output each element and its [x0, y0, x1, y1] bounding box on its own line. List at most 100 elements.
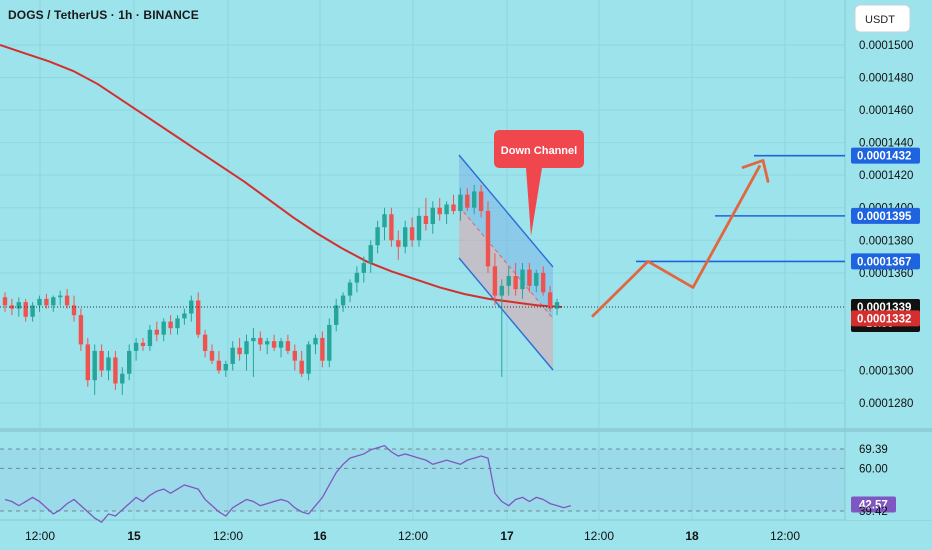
candle-bear	[513, 276, 518, 290]
candle-bear	[154, 329, 159, 335]
candle-bull	[340, 295, 346, 306]
price-tick-label: 0.0001460	[859, 105, 913, 117]
time-tick-label: 16	[313, 529, 327, 543]
candle-bear	[465, 194, 470, 208]
rsi-value-label: 42.57	[859, 499, 888, 511]
candle-bear	[485, 210, 491, 267]
price-tick-label: 0.0001360	[859, 268, 913, 280]
rsi-tick-label: 60.00	[859, 463, 888, 475]
candle-bull	[313, 337, 318, 345]
candle-bull	[175, 318, 180, 329]
candle-bear	[299, 360, 304, 374]
candle-bull	[182, 313, 187, 319]
price-tag-label: 0.0001395	[857, 211, 912, 223]
candle-bear	[113, 357, 118, 384]
candle-bear	[492, 266, 498, 296]
candle-bull	[58, 295, 63, 298]
price-tick-label: 0.0001380	[859, 235, 913, 247]
candle-bear	[9, 305, 15, 309]
projection-arrowhead	[741, 159, 770, 183]
candle-bear	[320, 337, 325, 361]
candle-bear	[78, 315, 84, 345]
candle-bull	[189, 300, 194, 314]
time-tick-label: 12:00	[398, 529, 428, 543]
candle-bull	[278, 341, 284, 348]
candle-bear	[451, 204, 456, 211]
candle-bear	[23, 302, 28, 317]
candle-bull	[347, 282, 353, 296]
candle-bear	[285, 341, 291, 351]
candle-bear	[2, 297, 8, 306]
channel-upper-line	[458, 154, 554, 268]
price-tick-label: 0.0001440	[859, 138, 913, 150]
annotation-label: Down Channel	[501, 145, 577, 157]
time-tick-label: 12:00	[25, 529, 55, 543]
candle-bull	[265, 341, 270, 345]
price-tag	[851, 310, 920, 327]
candle-bear	[541, 272, 546, 293]
time-tick-label: 12:00	[584, 529, 614, 543]
price-tag	[851, 207, 920, 224]
chart-title: DOGS / TetherUS · 1h · BINANCE	[8, 8, 199, 22]
pane-separator	[0, 428, 932, 432]
candle-bull	[499, 285, 504, 296]
rsi-line	[4, 444, 571, 524]
rsi-tick-label: 39.42	[859, 506, 888, 518]
candle-bull	[30, 305, 35, 317]
price-axis: USDT 0.0001500 0.0001480 0.0001460 0.0001440…	[846, 0, 932, 428]
candle-bull	[106, 357, 111, 371]
candle-bear	[99, 350, 104, 371]
price-tag-label: 0.0001332	[857, 313, 911, 325]
candle-bull	[327, 324, 332, 361]
moving-average-line	[0, 44, 563, 308]
candle-bull	[37, 298, 42, 306]
candle-bull	[306, 344, 311, 374]
candle-bear	[396, 240, 401, 247]
candle-bull	[520, 269, 525, 290]
candle-bear	[168, 321, 173, 329]
candle-bull	[334, 305, 339, 325]
time-tick-label: 15	[127, 529, 141, 543]
candle-bull	[354, 272, 360, 283]
candle-bull	[223, 363, 228, 371]
candle-bear	[44, 298, 49, 306]
price-tag	[851, 147, 920, 164]
candle-bull	[458, 194, 463, 211]
candle-bull	[430, 207, 435, 224]
time-tick-label: 12:00	[213, 529, 243, 543]
candle-bear	[237, 347, 242, 355]
price-tick-label: 0.0001420	[859, 170, 913, 182]
candle-bull	[534, 272, 539, 286]
candle-bull	[244, 341, 249, 355]
time-tick-label: 18	[685, 529, 699, 543]
candle-bear	[423, 215, 429, 224]
candle-bear	[202, 334, 208, 351]
time-tick-label: 12:00	[770, 529, 800, 543]
candle-bear	[292, 350, 297, 361]
candle-bear	[71, 305, 77, 316]
candle-bull	[16, 302, 21, 309]
candle-bull	[230, 347, 235, 364]
channel-lower-fill	[459, 206, 553, 370]
candle-bear	[478, 191, 484, 211]
projection-path	[591, 164, 762, 318]
rsi-tick-label: 69.39	[859, 444, 888, 456]
candle-bear	[389, 214, 394, 241]
candle-bull	[375, 227, 380, 246]
price-tick-label: 0.0001500	[859, 40, 913, 52]
price-tag-label: 0.0001432	[857, 151, 911, 163]
currency-button[interactable]	[854, 4, 911, 33]
candle-bull	[161, 321, 166, 335]
candle-bear	[140, 342, 146, 347]
channel-lower-line	[458, 257, 554, 371]
candle-bull	[416, 215, 422, 241]
candle-bear	[209, 350, 215, 361]
price-tick-label: 0.0001280	[859, 398, 913, 410]
candle-bull	[251, 337, 256, 342]
candle-bear	[85, 344, 90, 381]
annotation-callout	[494, 130, 584, 236]
candle-bear	[64, 295, 70, 306]
